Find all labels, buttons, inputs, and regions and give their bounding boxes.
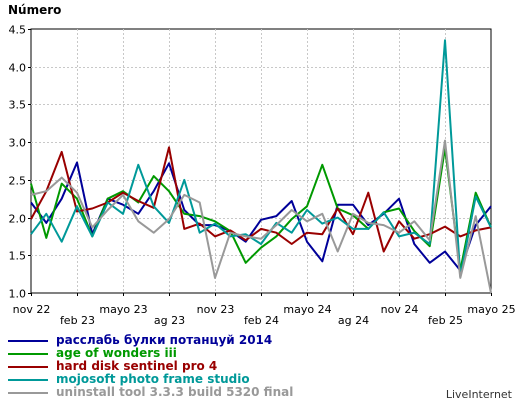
y-tick-label: 4.0 (9, 62, 27, 75)
legend-swatch (8, 352, 48, 355)
legend-swatch (8, 391, 48, 394)
x-tick-label: mayo 25 (467, 303, 515, 316)
legend-item: age of wonders iii (8, 347, 293, 360)
legend-swatch (8, 339, 48, 342)
y-tick-label: 2.5 (9, 175, 27, 188)
legend-label: uninstall tool 3.3.3 build 5320 final (56, 385, 294, 399)
x-tick-label: nov 22 (13, 303, 51, 316)
x-tick-label: nov 24 (381, 303, 419, 316)
liveinternet-credit: LiveInternet (445, 388, 512, 401)
legend-swatch (8, 378, 48, 381)
line-chart: Número 1.0 1.5 2.0 2.5 3.0 3.5 4.0 4.5 nov 22 fe… (8, 3, 516, 327)
y-tick-label: 3.5 (9, 99, 27, 112)
x-tick-label: mayo 23 (99, 303, 147, 316)
y-tick-label: 3.0 (9, 137, 27, 150)
y-tick-label: 1.5 (9, 250, 27, 263)
x-tick-label: feb 23 (60, 314, 95, 327)
series-line (30, 147, 492, 272)
legend-swatch (8, 365, 48, 368)
legend-label: age of wonders iii (56, 346, 177, 360)
legend-label: mojosoft photo frame studio (56, 372, 250, 386)
y-axis-ticks: 1.0 1.5 2.0 2.5 3.0 3.5 4.0 4.5 (9, 24, 27, 301)
x-tick-label: mayo 24 (283, 303, 331, 316)
chart-series (30, 39, 492, 294)
x-tick-label: nov 23 (197, 303, 235, 316)
legend-item: uninstall tool 3.3.3 build 5320 final (8, 386, 293, 399)
x-tick-label: feb 25 (428, 314, 463, 327)
x-axis-ticks: nov 22 feb 23 mayo 23 ag 23 nov 23 feb 24 mayo… (13, 303, 516, 327)
x-tick-label: ag 23 (154, 314, 185, 327)
chart-legend: расслабь булки потанцуй 2014 age of wonde… (8, 334, 293, 399)
y-tick-label: 4.5 (9, 24, 27, 37)
legend-item: расслабь булки потанцуй 2014 (8, 334, 293, 347)
series-line (30, 39, 492, 278)
legend-item: hard disk sentinel pro 4 (8, 360, 293, 373)
x-tick-label: ag 24 (338, 314, 369, 327)
x-tick-label: feb 24 (244, 314, 279, 327)
legend-label: hard disk sentinel pro 4 (56, 359, 218, 373)
y-axis-label: Número (8, 3, 61, 17)
legend-item: mojosoft photo frame studio (8, 373, 293, 386)
y-tick-label: 1.0 (9, 288, 27, 301)
series-line (30, 139, 492, 294)
y-tick-label: 2.0 (9, 213, 27, 226)
legend-label: расслабь булки потанцуй 2014 (56, 333, 273, 347)
chart-grid (28, 28, 492, 296)
